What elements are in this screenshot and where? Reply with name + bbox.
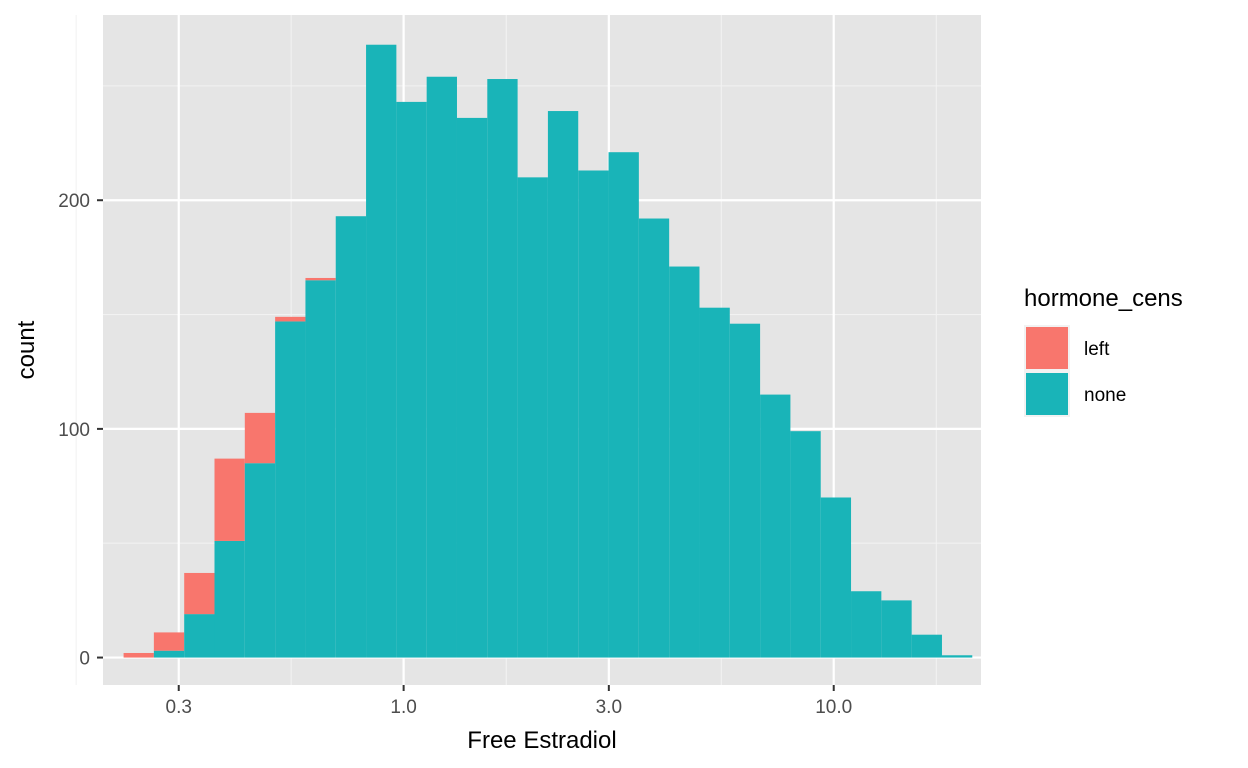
y-axis-tick-labels: 0 100 200: [58, 191, 90, 669]
bar-none-26: [911, 634, 942, 658]
bar-none-18: [669, 266, 700, 658]
bar-left-6: [305, 277, 336, 281]
bar-none-21: [760, 394, 791, 658]
bar-left-3: [214, 458, 245, 541]
bar-none-15: [578, 170, 609, 658]
legend-label-left: left: [1084, 339, 1110, 360]
bar-none-20: [729, 323, 761, 658]
legend-key-left: [1026, 327, 1068, 369]
bar-none-13: [517, 177, 548, 658]
bar-none-17: [638, 218, 670, 658]
legend-label-none: none: [1084, 385, 1126, 406]
legend-items: left none: [1024, 325, 1126, 417]
bar-none-19: [699, 307, 730, 658]
bar-none-22: [790, 431, 821, 658]
x-axis-tick-labels: 0.3 1.0 3.0 10.0: [166, 697, 853, 718]
legend-key-none: [1026, 373, 1068, 415]
axis-ticks: [97, 199, 835, 691]
bar-left-5: [275, 316, 306, 322]
y-tick-label-1: 100: [58, 420, 90, 441]
bar-none-14: [547, 111, 579, 658]
bar-none-1: [153, 650, 185, 658]
bar-none-3: [214, 540, 245, 658]
y-tick-label-2: 200: [58, 191, 90, 212]
x-tick-label-1: 1.0: [390, 697, 416, 718]
bar-none-5: [275, 321, 306, 658]
legend: hormone_cens left none: [1024, 285, 1183, 417]
bar-none-16: [608, 152, 639, 658]
bar-none-25: [881, 600, 912, 658]
histogram-bars: [123, 44, 973, 658]
bar-none-23: [820, 497, 852, 658]
bar-none-24: [851, 591, 882, 658]
bar-none-10: [426, 76, 457, 658]
bar-left-2: [184, 572, 215, 615]
y-axis-title: count: [13, 320, 40, 379]
y-tick-label-0: 0: [79, 649, 90, 670]
bar-left-4: [244, 412, 276, 464]
bar-none-4: [244, 463, 276, 658]
legend-title: hormone_cens: [1024, 285, 1183, 312]
x-axis-title: Free Estradiol: [467, 727, 616, 754]
bar-left-1: [153, 632, 185, 651]
bar-none-9: [396, 101, 427, 658]
bar-none-6: [305, 280, 336, 658]
bar-none-11: [456, 117, 488, 658]
bar-none-27: [941, 655, 973, 658]
bar-left-0: [123, 652, 154, 658]
x-tick-label-2: 3.0: [596, 697, 622, 718]
bar-none-7: [335, 216, 367, 658]
x-tick-label-3: 10.0: [815, 697, 852, 718]
bar-none-12: [487, 79, 518, 658]
bar-none-8: [366, 44, 397, 658]
x-tick-label-0: 0.3: [166, 697, 192, 718]
bar-none-2: [184, 614, 215, 658]
